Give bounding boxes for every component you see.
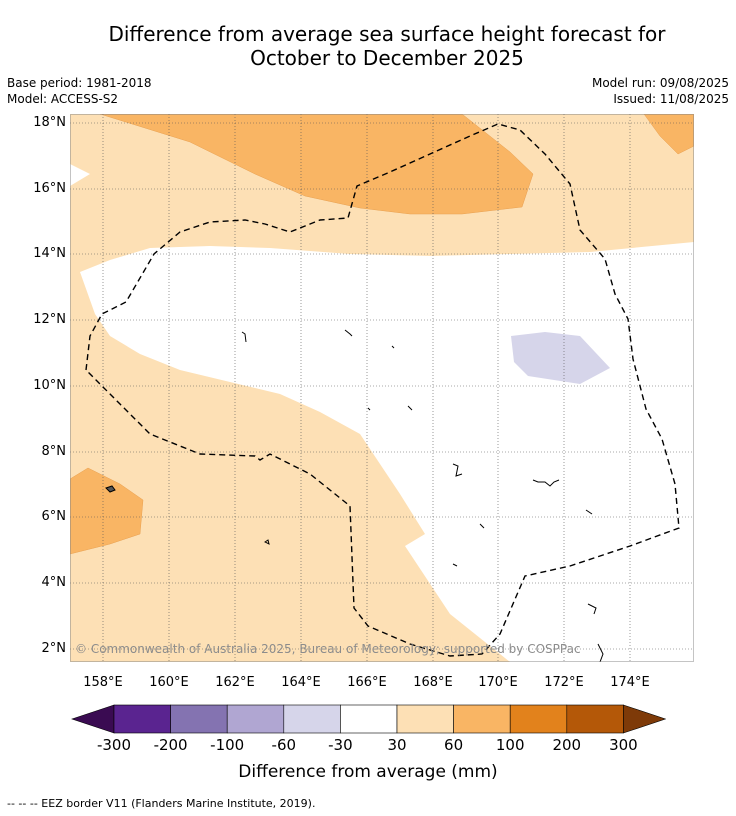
title-line-1: Difference from average sea surface heig… (108, 22, 666, 46)
latitude-label: 16°N (33, 181, 66, 196)
latitude-label: 12°N (33, 312, 66, 327)
longitude-label: 172°E (544, 675, 584, 690)
longitude-label: 162°E (215, 675, 255, 690)
base-period-text: Base period: 1981-2018 (7, 76, 152, 90)
colorbar-tick-label: -100 (210, 736, 245, 754)
longitude-label: 170°E (478, 675, 518, 690)
longitude-label: 174°E (610, 675, 650, 690)
island-contours (105, 329, 604, 662)
latitude-label: 4°N (41, 575, 67, 590)
longitude-label: 168°E (413, 675, 453, 690)
colorbar-swatch (113, 704, 171, 734)
colorbar-extend-high (623, 704, 666, 734)
meta-left: Base period: 1981-2018 Model: ACCESS-S2 (7, 75, 152, 107)
map-frame (70, 114, 694, 662)
band-negative (511, 332, 610, 384)
colorbar-swatch (170, 704, 228, 734)
colorbar-tick-label: 300 (609, 736, 638, 754)
title-line-2: October to December 2025 (250, 46, 524, 70)
colorbar-swatch (340, 704, 398, 734)
colorbar-tick-label: 100 (495, 736, 525, 754)
longitude-label: 166°E (347, 675, 387, 690)
latitude-label: 10°N (33, 378, 66, 393)
map-panel (70, 114, 694, 662)
band-60-100-left (70, 467, 144, 555)
neutral-region (70, 164, 694, 662)
map-title: Difference from average sea surface heig… (40, 22, 734, 70)
meta-right: Model run: 09/08/2025 Issued: 11/08/2025 (592, 75, 729, 107)
band-60-100-corner (643, 114, 694, 155)
colorbar-tick-label: -300 (96, 736, 132, 754)
colorbar-tick-label: 60 (444, 736, 464, 754)
issued-text: Issued: 11/08/2025 (613, 92, 729, 106)
longitude-label: 158°E (83, 675, 123, 690)
graticule (70, 114, 694, 662)
longitude-label: 164°E (281, 675, 321, 690)
model-text: Model: ACCESS-S2 (7, 92, 119, 106)
model-run-text: Model run: 09/08/2025 (591, 76, 729, 90)
latitude-label: 18°N (33, 115, 66, 130)
colorbar-tick-label: -200 (153, 736, 188, 754)
colorbar-swatch (283, 704, 341, 734)
colorbar-extend-low (71, 704, 115, 734)
eez-legend-text: -- -- -- EEZ border V11 (Flanders Marine… (7, 797, 316, 810)
colorbar-swatch (509, 704, 568, 734)
colorbar-swatch (226, 704, 285, 734)
colorbar-tick-label: -30 (328, 736, 353, 754)
colorbar-tick-label: -60 (271, 736, 297, 754)
colorbar-tick-label: 30 (387, 736, 407, 754)
latitude-label: 2°N (41, 641, 67, 656)
latitude-label: 6°N (41, 509, 67, 524)
copyright-text: © Commonwealth of Australia 2025, Bureau… (75, 642, 581, 656)
latitude-label: 14°N (33, 246, 66, 261)
colorbar-tick-label: 200 (552, 736, 582, 754)
colorbar-swatch (396, 704, 454, 734)
eez-border (85, 123, 680, 657)
latitude-label: 8°N (41, 444, 67, 459)
colorbar-swatch (453, 704, 511, 734)
colorbar-title: Difference from average (mm) (238, 762, 498, 782)
longitude-label: 160°E (149, 675, 189, 690)
colorbar-swatch (566, 704, 624, 734)
colorbar (71, 704, 666, 734)
